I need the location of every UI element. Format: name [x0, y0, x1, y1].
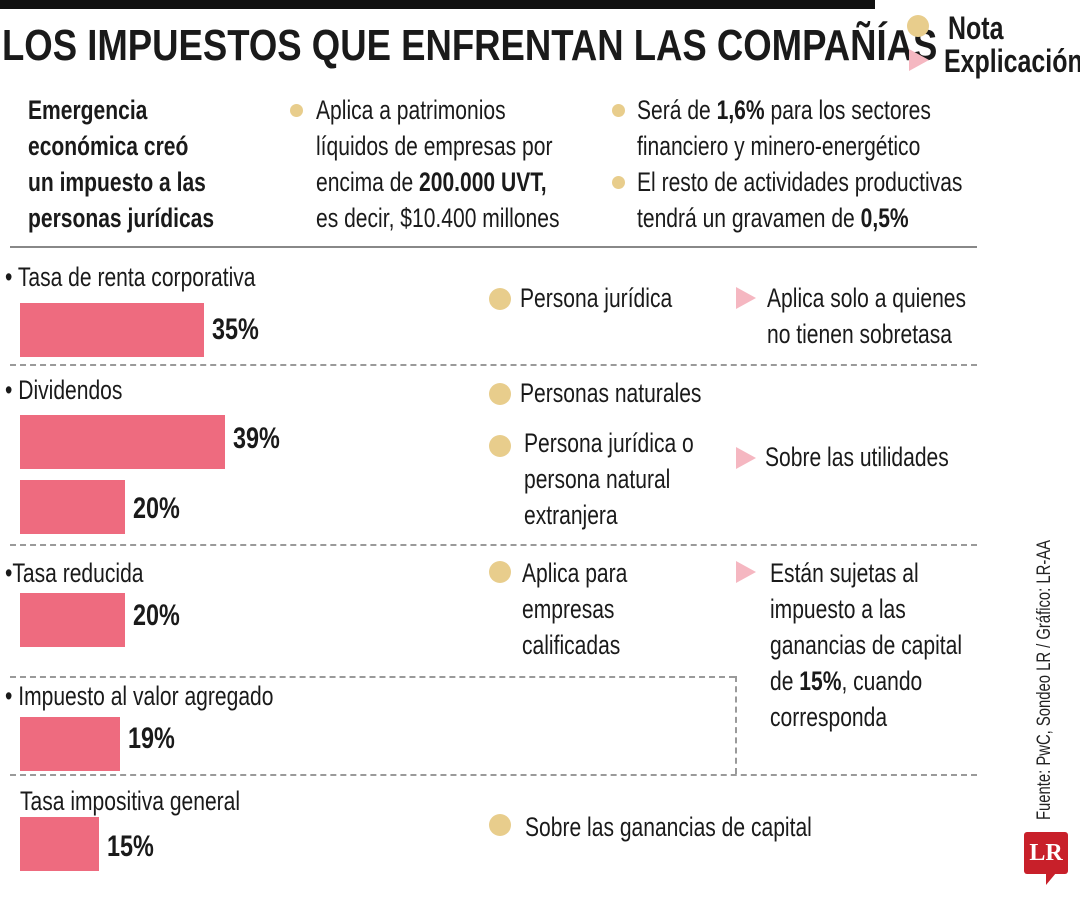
- note-dot-icon: [612, 176, 625, 189]
- note-dot-icon: [290, 104, 303, 117]
- intro-col2: Aplica a patrimonios líquidos de empresa…: [316, 95, 560, 233]
- row-divider: [10, 364, 977, 366]
- note-dot-icon: [612, 104, 625, 117]
- bar-dividendos-39: [20, 415, 225, 469]
- top-rule: [0, 0, 875, 9]
- note-dot-icon: [489, 814, 511, 836]
- note-dot-icon: [489, 561, 511, 583]
- lr-logo-tail: [1046, 873, 1056, 885]
- note-text: Sobre las ganancias de capital: [525, 812, 812, 842]
- note-text: Persona jurídica o persona natural extranj…: [524, 428, 694, 530]
- legend-explanation: Explicación: [944, 43, 1080, 79]
- bar-value-label: 35%: [211, 313, 259, 346]
- page-title: LOS IMPUESTOS QUE ENFRENTAN LAS COMPAÑÍA…: [2, 21, 938, 70]
- explanation-triangle-icon: [736, 447, 756, 469]
- note-dot-icon: [489, 383, 511, 405]
- legend-note: Nota: [948, 10, 1004, 46]
- note-dot-icon: [489, 288, 511, 310]
- row-label-reduced: •Tasa reducida: [5, 558, 144, 588]
- source-credit: Fuente: PwC, Sondeo LR / Gráfico: LR-AA: [1034, 539, 1055, 820]
- bar-tasa-reducida: [20, 593, 125, 647]
- explanation-triangle-icon: [736, 561, 756, 583]
- intro-col3: Será de 1,6% para los sectores financier…: [637, 95, 963, 233]
- lr-logo: LR: [1024, 832, 1068, 874]
- row-label-corporate: • Tasa de renta corporativa: [5, 262, 256, 292]
- bar-iva: [20, 717, 120, 771]
- note-dot-icon: [489, 435, 511, 457]
- row-divider: [10, 774, 977, 776]
- row-divider: [735, 676, 737, 774]
- row-divider: [10, 544, 977, 546]
- explanation-text: Aplica solo a quienes no tienen sobretasa: [767, 283, 967, 349]
- bar-tasa-renta-corporativa: [20, 303, 204, 357]
- intro-divider: [10, 246, 977, 248]
- row-label-vat: • Impuesto al valor agregado: [5, 681, 274, 711]
- row-label-dividends: • Dividendos: [5, 375, 123, 405]
- note-dot-icon: [907, 15, 929, 37]
- bar-value-label: 19%: [127, 722, 175, 755]
- intro-heading: Emergencia económica creó un impuesto a …: [28, 95, 215, 233]
- row-divider: [10, 676, 735, 678]
- bar-dividendos-20: [20, 480, 125, 534]
- note-text: Aplica para empresas calificadas: [522, 558, 628, 660]
- explanation-triangle-icon: [909, 49, 929, 71]
- bar-value-label: 20%: [133, 599, 180, 632]
- bar-value-label: 20%: [133, 492, 180, 525]
- bar-tasa-impositiva-general: [20, 817, 99, 871]
- bar-value-label: 15%: [106, 830, 154, 863]
- explanation-text: Están sujetas al impuesto a las ganancias …: [770, 558, 963, 732]
- explanation-triangle-icon: [736, 287, 756, 309]
- note-text: Persona jurídica: [520, 283, 673, 313]
- explanation-text: Sobre las utilidades: [765, 442, 949, 472]
- row-label-general: Tasa impositiva general: [20, 786, 241, 816]
- note-text: Personas naturales: [520, 378, 702, 408]
- bar-value-label: 39%: [232, 422, 280, 455]
